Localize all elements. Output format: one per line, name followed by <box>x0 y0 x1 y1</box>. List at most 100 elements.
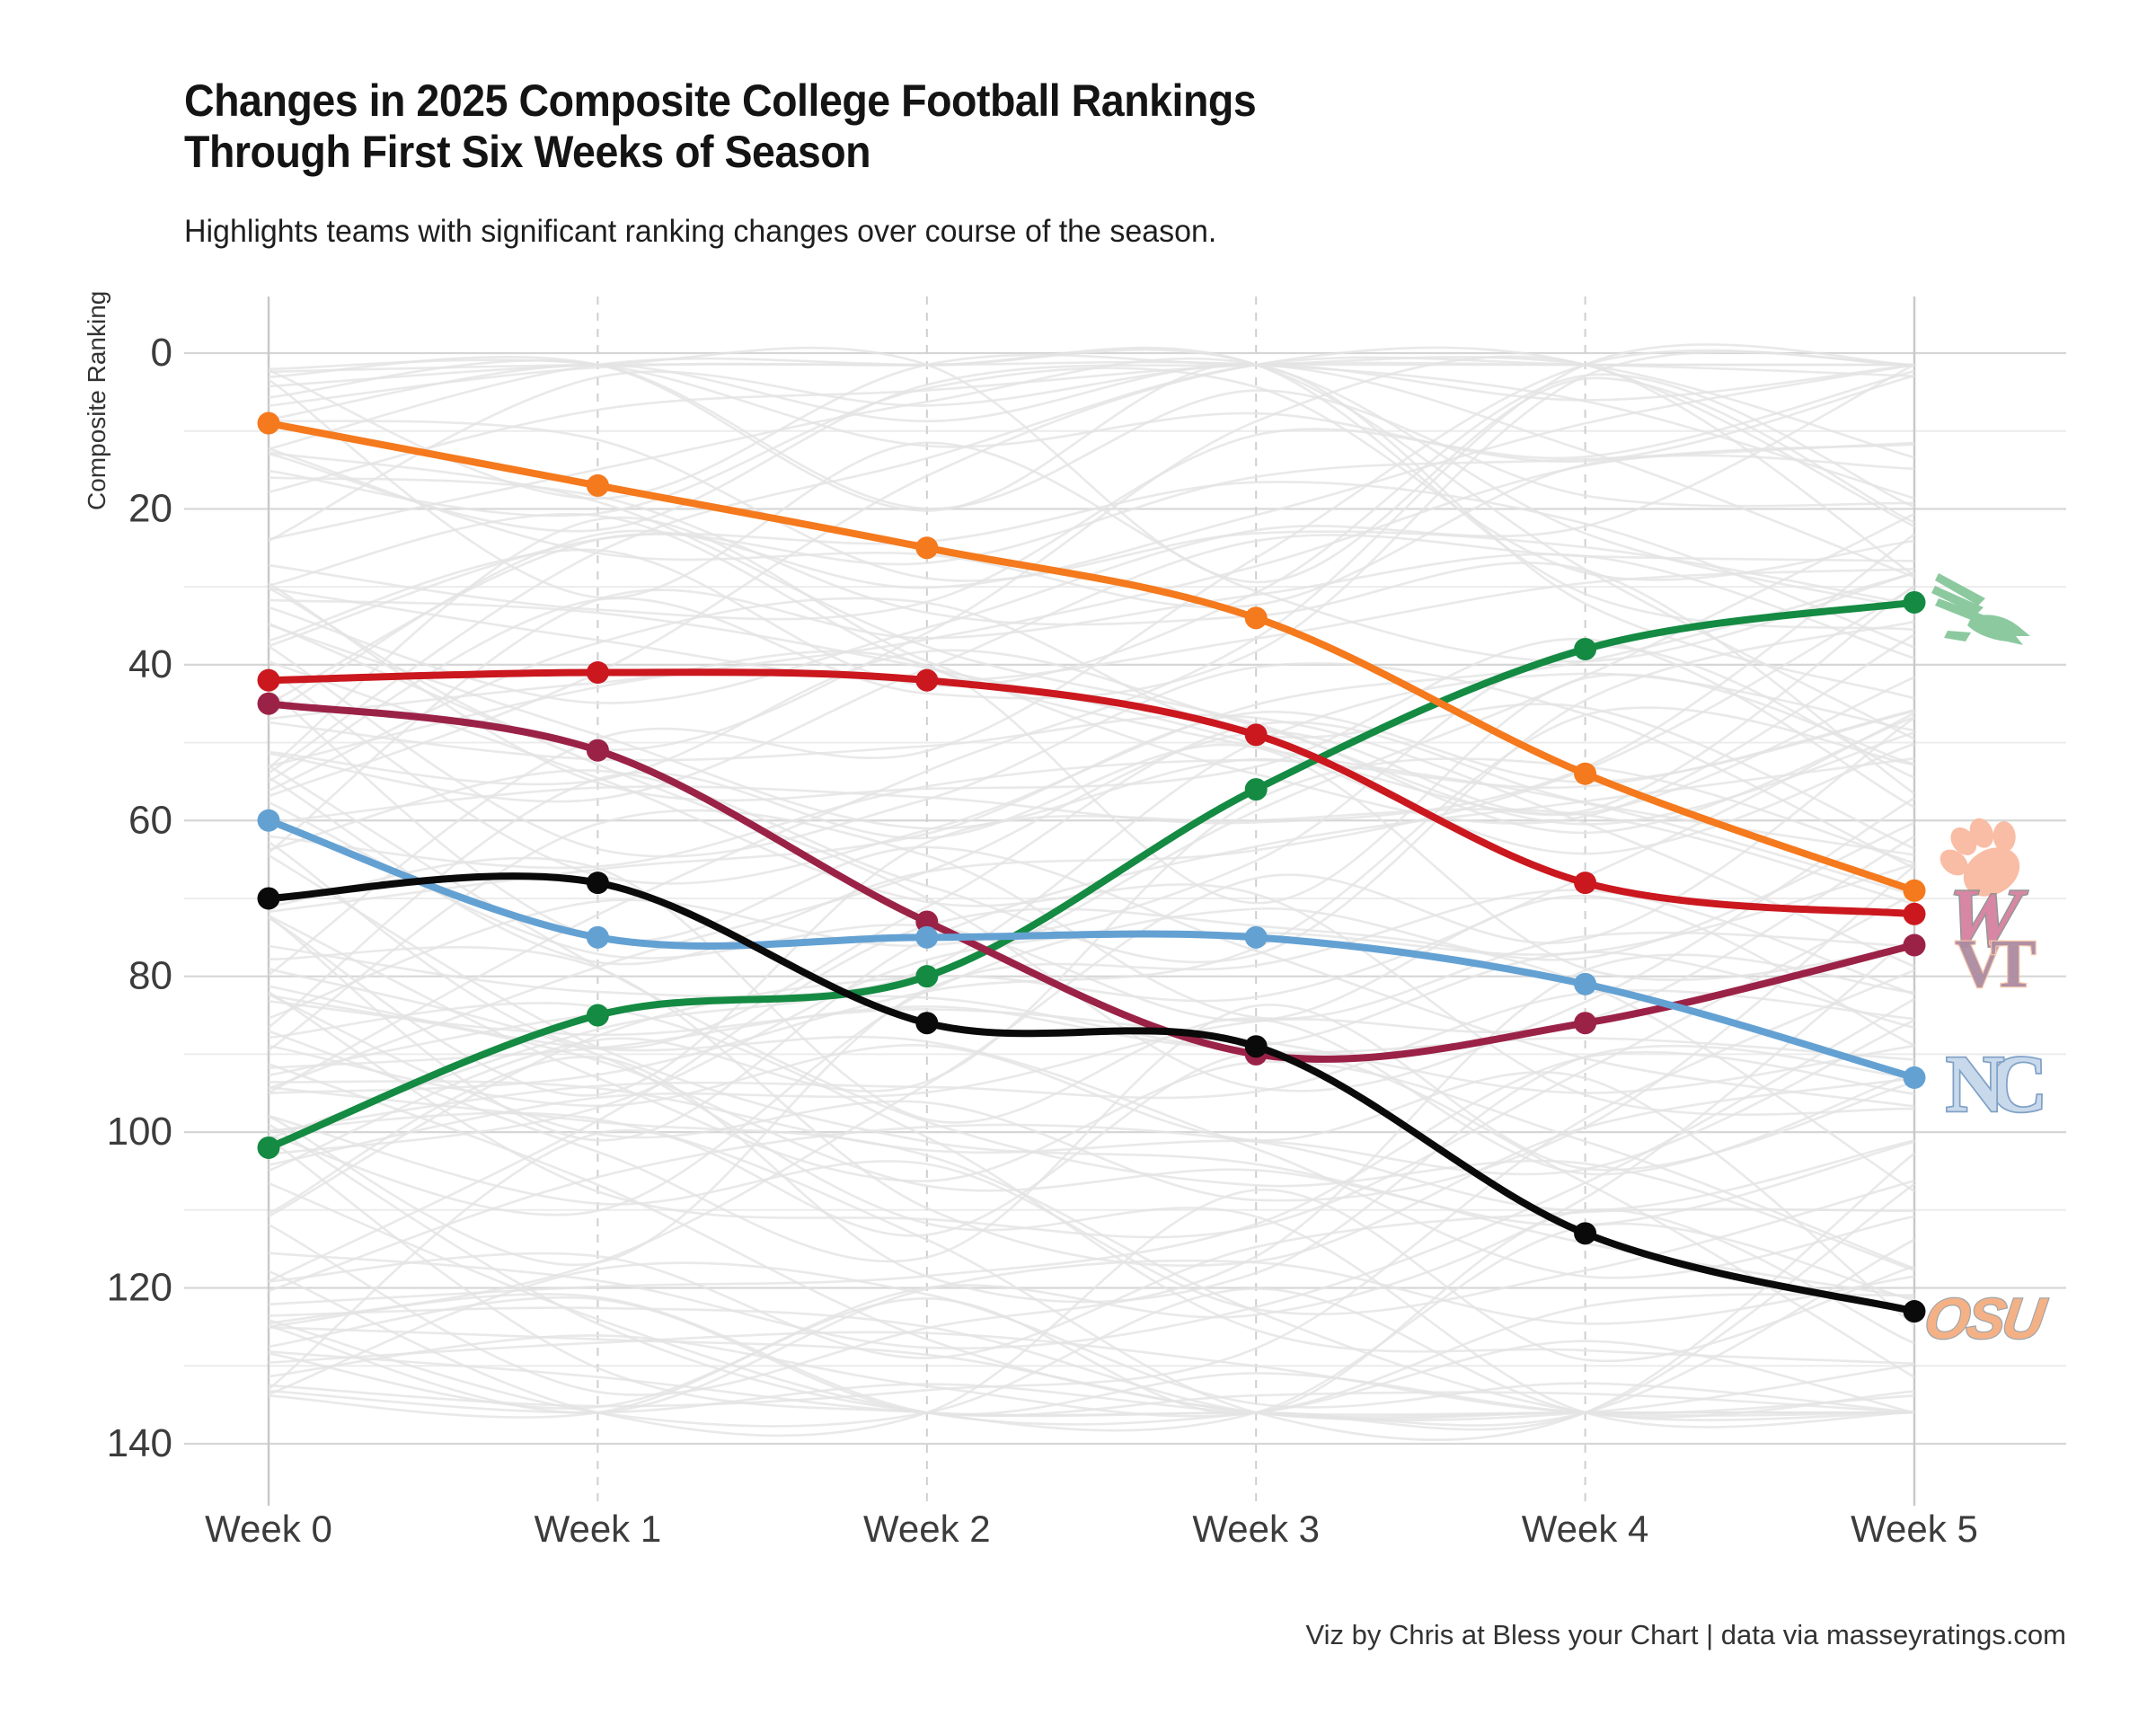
background-team-line <box>268 441 1915 705</box>
team-series-oklahoma-state <box>257 871 1926 1323</box>
page-title: Changes in 2025 Composite College Footba… <box>184 75 1257 178</box>
background-team-line <box>268 1114 1915 1316</box>
unc-letter: N <box>1946 1040 2004 1129</box>
background-team-line <box>268 892 1915 1239</box>
background-team-line <box>268 358 1915 510</box>
y-tick-label: 20 <box>128 486 172 530</box>
team-line-north-carolina <box>265 817 1918 1082</box>
x-tick-label: Week 2 <box>863 1508 991 1550</box>
wisconsin-w-letter: W <box>1942 871 2030 963</box>
team-line-north-texas <box>265 598 1918 1152</box>
background-team-line <box>268 710 1915 914</box>
background-team-line <box>268 476 1915 795</box>
data-point-virginia-tech <box>915 910 939 933</box>
page-title-line2: Through First Six Weeks of Season <box>184 127 871 177</box>
background-team-line <box>268 357 1915 500</box>
background-team-line <box>268 348 1915 740</box>
data-point-wisconsin <box>1574 871 1597 895</box>
data-point-oklahoma-state <box>1574 1222 1597 1245</box>
data-point-north-texas <box>257 1136 280 1159</box>
background-team-line <box>268 346 1915 584</box>
background-team-line <box>268 516 1915 825</box>
team-logo-north-texas-icon <box>1931 573 2030 646</box>
background-team-line <box>268 356 1915 533</box>
team-logo-wisconsin-icon: W <box>1940 871 2031 965</box>
background-team-line <box>268 645 1915 870</box>
team-line-clemson <box>265 420 1918 895</box>
data-point-clemson <box>1903 879 1926 902</box>
background-team-line <box>268 443 1915 768</box>
background-team-line <box>268 994 1915 1227</box>
credit-footer: Viz by Chris at Bless your Chart | data … <box>1305 1619 2066 1650</box>
background-team-line <box>268 378 1915 663</box>
background-team-line <box>268 712 1915 1218</box>
data-point-oklahoma-state <box>915 1012 939 1035</box>
background-team-line <box>268 584 1915 1090</box>
data-point-north-carolina <box>257 809 280 832</box>
vt-letter: V <box>1955 926 2004 1002</box>
background-team-line <box>268 706 1915 1095</box>
team-series-clemson <box>257 411 1926 902</box>
background-team-line <box>268 969 1915 1408</box>
team-logo-virginia-tech-icon: VT <box>1954 925 2037 1004</box>
background-team-line <box>268 985 1915 1279</box>
background-team-line <box>268 451 1915 835</box>
data-point-virginia-tech <box>586 739 609 762</box>
background-team-line <box>268 721 1915 1050</box>
data-point-clemson <box>586 473 609 497</box>
page-subtitle: Highlights teams with significant rankin… <box>184 214 1217 249</box>
background-team-line <box>268 1296 1915 1417</box>
vt-letter: T <box>1991 926 2037 1002</box>
y-tick-label: 40 <box>128 642 172 686</box>
background-team-line <box>268 1189 1915 1438</box>
data-point-north-carolina <box>1244 925 1268 949</box>
background-team-line <box>268 419 1915 606</box>
team-line-oklahoma-state <box>265 872 1918 1315</box>
data-point-wisconsin <box>1244 723 1268 747</box>
paw-shapes <box>1940 818 2020 897</box>
background-team-line <box>268 1086 1915 1421</box>
background-team-line <box>268 343 1915 1094</box>
data-point-virginia-tech <box>257 692 280 715</box>
background-team-line <box>268 915 1915 1270</box>
team-series-wisconsin <box>257 661 1926 925</box>
team-series-north-carolina <box>257 809 1926 1089</box>
background-team-line <box>268 743 1915 1029</box>
background-team-line <box>268 622 1915 1092</box>
data-point-north-texas <box>1244 778 1268 801</box>
eagle-wing-shape <box>1944 631 1971 642</box>
highlighted-team-lines <box>257 411 1926 1323</box>
data-point-clemson <box>257 411 280 435</box>
background-team-line <box>268 688 1915 1108</box>
background-team-line <box>268 1331 1915 1415</box>
background-team-lines <box>268 343 1915 1441</box>
team-line-virginia-tech <box>265 700 1918 1063</box>
x-tick-label: Week 3 <box>1192 1508 1320 1550</box>
y-tick-label: 80 <box>128 954 172 998</box>
data-point-oklahoma-state <box>586 871 609 895</box>
page-title-line1: Changes in 2025 Composite College Footba… <box>184 75 1257 126</box>
data-point-north-texas <box>1574 637 1597 660</box>
y-tick-label: 60 <box>128 798 172 842</box>
background-team-line <box>268 356 1915 774</box>
background-team-line <box>268 1261 1915 1414</box>
background-team-line <box>268 1043 1915 1327</box>
background-team-line <box>268 717 1915 1325</box>
data-point-north-texas <box>1903 590 1926 614</box>
background-team-line <box>268 765 1915 1271</box>
paw-toe <box>1950 827 1977 855</box>
team-logo-north-carolina-icon: CN <box>1944 1039 2049 1131</box>
background-team-line <box>268 995 1915 1077</box>
background-team-line <box>268 1123 1915 1293</box>
background-team-line <box>268 447 1915 609</box>
data-point-virginia-tech <box>1574 1012 1597 1035</box>
background-team-line <box>268 809 1915 1051</box>
data-point-clemson <box>1574 762 1597 785</box>
background-team-line <box>268 512 1915 897</box>
background-team-line <box>268 946 1915 1267</box>
data-point-clemson <box>1244 606 1268 630</box>
data-point-wisconsin <box>915 668 939 692</box>
background-team-line <box>268 968 1915 1429</box>
background-team-line <box>268 953 1915 1396</box>
background-team-line <box>268 353 1914 500</box>
